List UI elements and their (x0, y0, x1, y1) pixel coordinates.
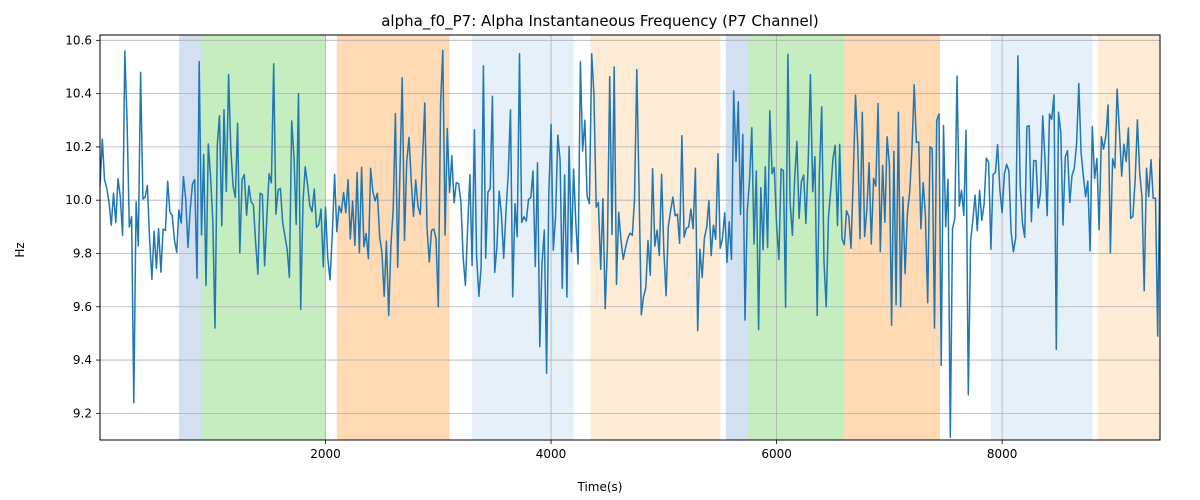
ytick-label: 10.0 (65, 193, 92, 207)
band (726, 35, 749, 440)
ytick-label: 9.2 (73, 406, 92, 420)
ytick-label: 9.8 (73, 246, 92, 260)
band (991, 35, 1092, 440)
ytick-label: 10.6 (65, 33, 92, 47)
band (337, 35, 450, 440)
xtick-label: 6000 (761, 447, 792, 461)
ytick-label: 10.4 (65, 87, 92, 101)
xtick-label: 8000 (987, 447, 1018, 461)
chart-svg: 2000 4000 6000 8000 9.2 9.4 9.6 9.8 10.0 10.2 10.4… (0, 0, 1200, 500)
ytick-label: 10.2 (65, 140, 92, 154)
xtick-label: 4000 (536, 447, 567, 461)
chart-container: alpha_f0_P7: Alpha Instantaneous Frequen… (0, 0, 1200, 500)
xtick-label: 2000 (310, 447, 341, 461)
band (472, 35, 573, 440)
x-axis-label: Time(s) (0, 480, 1200, 494)
ytick-label: 9.6 (73, 300, 92, 314)
ytick-label: 9.4 (73, 353, 92, 367)
band (1098, 35, 1160, 440)
chart-title: alpha_f0_P7: Alpha Instantaneous Frequen… (0, 12, 1200, 30)
y-axis-label: Hz (13, 242, 27, 257)
